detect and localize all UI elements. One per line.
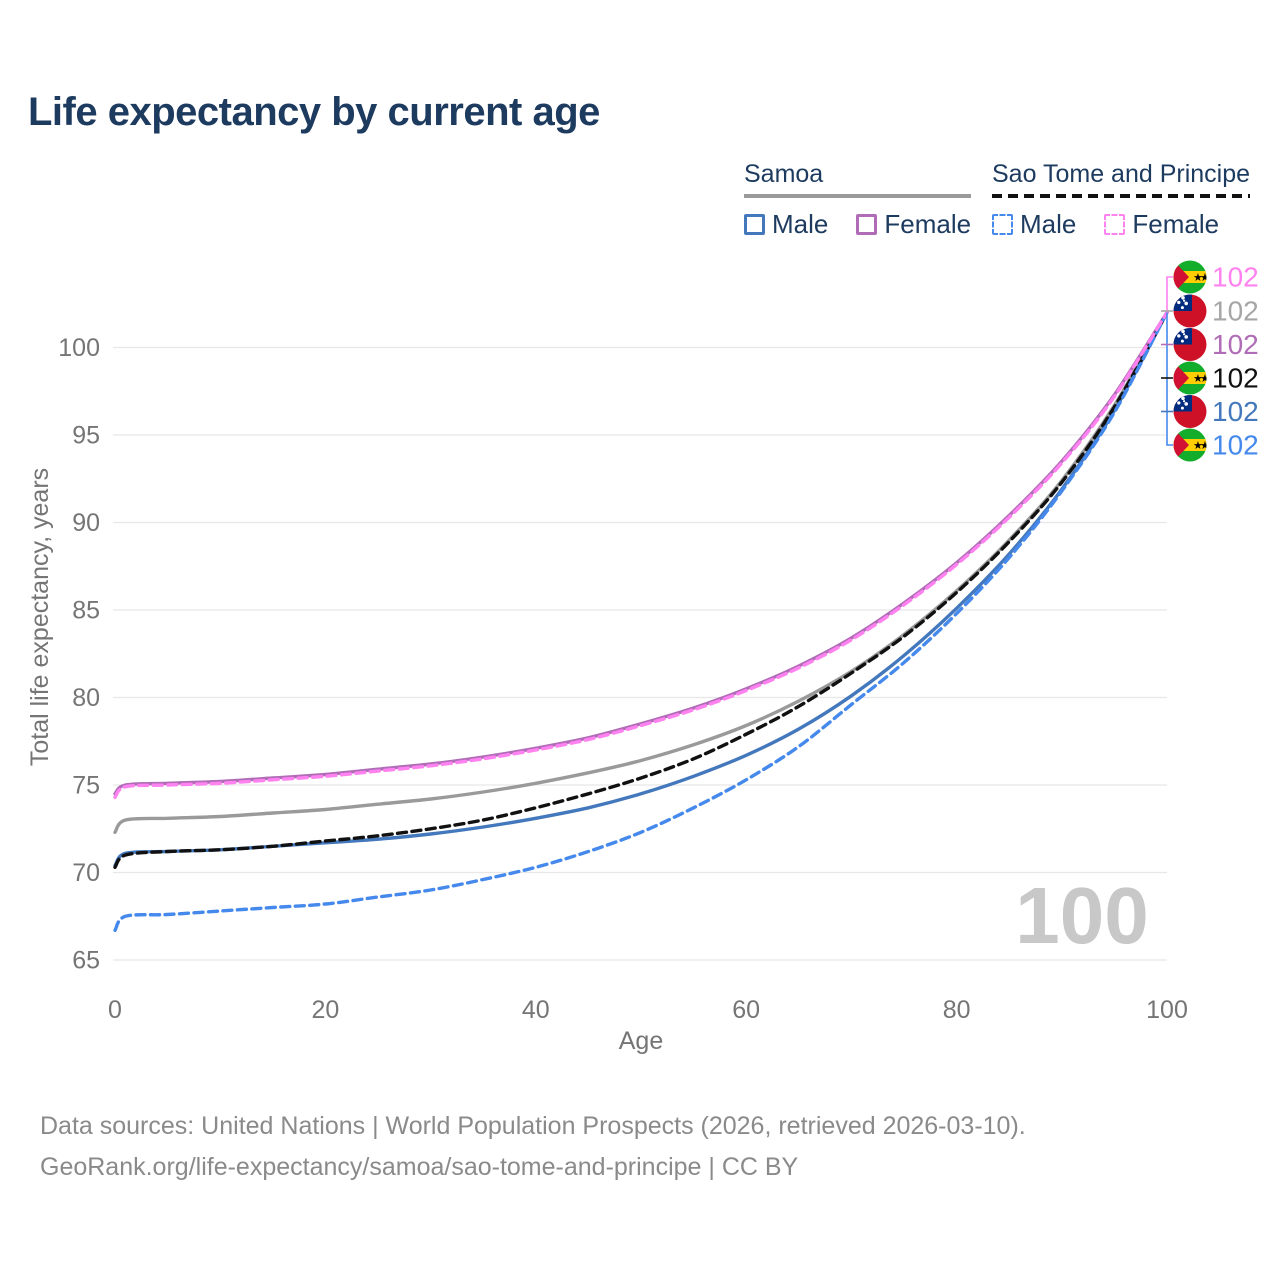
series-line-st-male[interactable] bbox=[113, 310, 1169, 932]
sao-tome-flag-icon: ★★ bbox=[1173, 260, 1210, 294]
y-tick-label: 100 bbox=[58, 334, 100, 362]
samoa-male-checkbox-icon[interactable] bbox=[744, 214, 765, 235]
legend-item-sao-tome-female[interactable]: Female bbox=[1104, 209, 1219, 240]
series-lines bbox=[113, 310, 1169, 932]
y-tick-label: 75 bbox=[72, 772, 100, 800]
sao-tome-flag-icon: ★★ bbox=[1173, 428, 1210, 462]
y-axis-tick-labels: 65 70 75 80 85 90 95 100 bbox=[58, 334, 100, 975]
footer-attribution: GeoRank.org/life-expectancy/samoa/sao-to… bbox=[40, 1153, 799, 1181]
footer-data-sources: Data sources: United Nations | World Pop… bbox=[40, 1112, 1026, 1140]
sao-tome-flag-icon: ★★ bbox=[1173, 361, 1210, 395]
end-value-label: 102 bbox=[1212, 430, 1259, 461]
series-line-st-both[interactable] bbox=[113, 310, 1169, 869]
x-tick-label: 20 bbox=[311, 996, 339, 1024]
end-value-label: 102 bbox=[1212, 363, 1259, 394]
end-value-label: 102 bbox=[1212, 396, 1259, 427]
x-tick-label: 0 bbox=[108, 996, 122, 1024]
samoa-flag-icon bbox=[1173, 395, 1207, 428]
legend-label-samoa-male: Male bbox=[772, 209, 829, 239]
samoa-flag-icon bbox=[1173, 294, 1207, 328]
series-line-st-female[interactable] bbox=[113, 310, 1169, 799]
legend-country-sao-tome: Sao Tome and Principe bbox=[992, 160, 1251, 188]
svg-text:★: ★ bbox=[1200, 439, 1210, 452]
end-value-label: 102 bbox=[1212, 262, 1259, 293]
footer: Data sources: United Nations | World Pop… bbox=[40, 1106, 1026, 1188]
x-tick-label: 40 bbox=[522, 996, 550, 1024]
svg-text:★: ★ bbox=[1193, 439, 1203, 452]
end-value-label: 102 bbox=[1212, 329, 1259, 360]
x-tick-label: 100 bbox=[1146, 996, 1188, 1024]
sao-tome-female-checkbox-icon[interactable] bbox=[1104, 214, 1126, 235]
legend-group-samoa: Samoa Male Female bbox=[744, 160, 972, 240]
y-tick-label: 95 bbox=[72, 422, 100, 450]
page-title: Life expectancy by current age bbox=[28, 90, 600, 134]
gridlines bbox=[113, 346, 1167, 961]
svg-text:★: ★ bbox=[1193, 271, 1203, 284]
x-tick-label: 80 bbox=[943, 996, 971, 1024]
end-value-label: 102 bbox=[1212, 296, 1259, 327]
legend-item-samoa-male[interactable]: Male bbox=[744, 209, 828, 240]
y-tick-label: 85 bbox=[72, 597, 100, 625]
legend-label-sao-tome-female: Female bbox=[1132, 209, 1220, 239]
sao-tome-male-checkbox-icon[interactable] bbox=[992, 214, 1013, 235]
leader-line-st-female bbox=[1166, 276, 1173, 313]
samoa-flag-icon bbox=[1173, 328, 1207, 361]
legend-item-samoa-female[interactable]: Female bbox=[856, 209, 971, 240]
watermark-current-age: 100 bbox=[1015, 871, 1148, 960]
legend-label-sao-tome-male: Male bbox=[1020, 209, 1077, 239]
svg-text:★: ★ bbox=[1200, 372, 1210, 385]
legend-underline-samoa bbox=[744, 194, 972, 198]
legend-group-sao-tome: Sao Tome and Principe Male Female bbox=[992, 160, 1251, 240]
y-tick-label: 90 bbox=[72, 509, 100, 537]
x-tick-label: 60 bbox=[732, 996, 760, 1024]
legend-underline-sao-tome bbox=[992, 194, 1251, 198]
x-axis-title: Age bbox=[619, 1027, 663, 1055]
y-axis-title: Total life expectancy, years bbox=[26, 468, 54, 766]
x-axis-tick-labels: 0 20 40 60 80 100 bbox=[108, 996, 1188, 1024]
svg-text:★: ★ bbox=[1200, 271, 1210, 284]
legend-country-samoa: Samoa bbox=[744, 160, 824, 188]
series-line-samoa-both[interactable] bbox=[113, 310, 1169, 834]
series-line-samoa-male[interactable] bbox=[113, 310, 1169, 868]
leader-line-st-male bbox=[1166, 312, 1173, 446]
samoa-female-checkbox-icon[interactable] bbox=[856, 214, 878, 235]
end-label-leader-lines bbox=[1161, 276, 1173, 446]
legend-item-sao-tome-male[interactable]: Male bbox=[992, 209, 1076, 240]
y-tick-label: 80 bbox=[72, 684, 100, 712]
y-tick-label: 65 bbox=[72, 947, 100, 975]
legend-label-samoa-female: Female bbox=[884, 209, 972, 239]
y-tick-label: 70 bbox=[72, 859, 100, 887]
svg-text:★: ★ bbox=[1193, 372, 1203, 385]
